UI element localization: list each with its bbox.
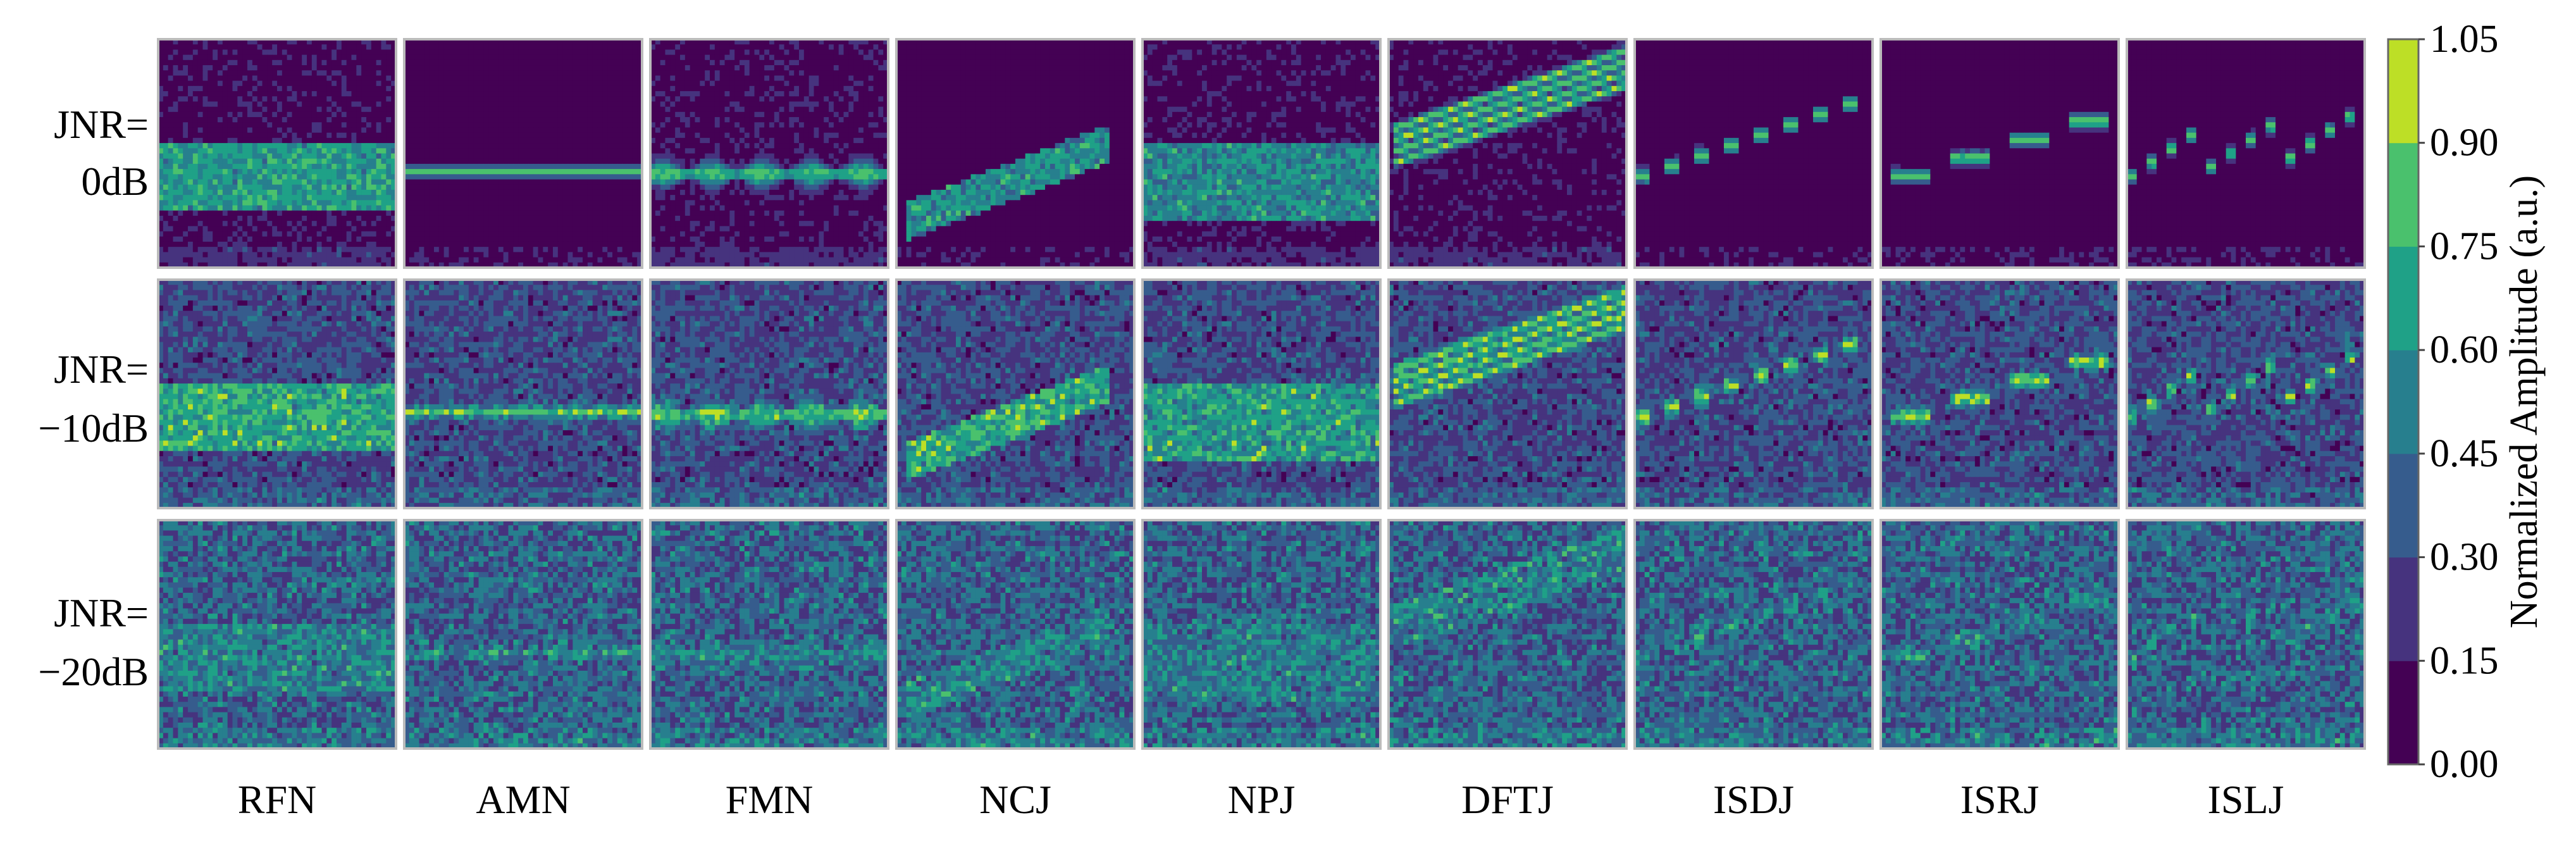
colorbar-ticks: 1.05 0.90 0.75 0.60 0.45 0.30 0.15 0.00: [2418, 18, 2499, 786]
row-label-0-line1: JNR=: [54, 102, 149, 147]
colorbar-bands: [2388, 39, 2418, 765]
panel-fmn-row-1: [650, 280, 889, 509]
panel-amn-row-2: [404, 520, 643, 749]
panel-ncj-row-2: [896, 520, 1135, 749]
panel-amn-row-0: [404, 39, 643, 268]
colorbar-band-0: [2388, 661, 2418, 764]
row-label-0-line2: 0dB: [81, 159, 149, 204]
row-label-1-line2: −10dB: [38, 406, 149, 451]
panel-fmn-row-2: [650, 520, 889, 749]
colorbar-band-1: [2388, 557, 2418, 661]
panel-isrj-row-2: [1881, 520, 2119, 749]
panel-fmn-row-0: [650, 39, 889, 268]
panel-rfn-row-1: [158, 280, 397, 509]
panel-npj-row-2: [1142, 520, 1381, 749]
column-label-islj: ISLJ: [2208, 777, 2284, 822]
colorbar-band-2: [2388, 454, 2418, 557]
panel-rfn-row-0: [158, 39, 397, 268]
panel-dftj-row-2: [1389, 520, 1627, 749]
column-label-dftj: DFTJ: [1461, 777, 1554, 822]
colorbar-tick-label: 0.30: [2430, 536, 2499, 579]
colorbar-band-6: [2388, 39, 2418, 143]
colorbar-label: Normalized Amplitude (a.u.): [2503, 175, 2546, 628]
colorbar-tick-label: 0.90: [2430, 121, 2499, 165]
panel-isdj-row-2: [1635, 520, 1873, 749]
panel-isdj-row-0: [1635, 39, 1873, 268]
colorbar-tick-label: 0.00: [2430, 743, 2499, 786]
panel-isrj-row-0: [1881, 39, 2119, 268]
row-labels: JNR= 0dB JNR= −10dB JNR= −20dB: [38, 102, 149, 694]
panel-rfn-row-2: [158, 520, 397, 749]
spectrogram-grid: [158, 39, 2365, 749]
panel-ncj-row-1: [896, 280, 1135, 509]
panel-islj-row-2: [2127, 520, 2365, 749]
column-label-isdj: ISDJ: [1713, 777, 1794, 822]
panel-dftj-row-1: [1389, 280, 1627, 509]
column-label-npj: NPJ: [1228, 777, 1296, 822]
panel-islj-row-0: [2127, 39, 2365, 268]
panel-amn-row-1: [404, 280, 643, 509]
row-label-2-line1: JNR=: [54, 590, 149, 635]
panel-ncj-row-0: [896, 39, 1135, 268]
panel-isrj-row-1: [1881, 280, 2119, 509]
panel-npj-row-1: [1142, 280, 1381, 509]
panel-isdj-row-1: [1635, 280, 1873, 509]
column-label-rfn: RFN: [238, 777, 317, 822]
colorbar-band-5: [2388, 143, 2418, 247]
colorbar-tick-label: 0.75: [2430, 225, 2499, 268]
panel-islj-row-1: [2127, 280, 2365, 509]
colorbar-tick-label: 1.05: [2430, 18, 2499, 61]
colorbar-tick-label: 0.45: [2430, 432, 2499, 475]
panel-dftj-row-0: [1389, 39, 1627, 268]
colorbar-tick-label: 0.15: [2430, 639, 2499, 682]
colorbar-band-3: [2388, 350, 2418, 454]
row-label-1-line1: JNR=: [54, 347, 149, 392]
colorbar-band-4: [2388, 246, 2418, 350]
column-label-amn: AMN: [476, 777, 570, 822]
row-label-2-line2: −20dB: [38, 649, 149, 694]
colorbar-tick-label: 0.60: [2430, 328, 2499, 371]
column-label-fmn: FMN: [726, 777, 814, 822]
column-labels: RFN AMN FMN NCJ NPJ DFTJ ISDJ ISRJ ISLJ: [238, 777, 2284, 822]
colorbar: 1.05 0.90 0.75 0.60 0.45 0.30 0.15 0.00 Normali…: [2388, 18, 2546, 786]
column-label-isrj: ISRJ: [1960, 777, 2040, 822]
panel-npj-row-0: [1142, 39, 1381, 268]
column-label-ncj: NCJ: [979, 777, 1051, 822]
